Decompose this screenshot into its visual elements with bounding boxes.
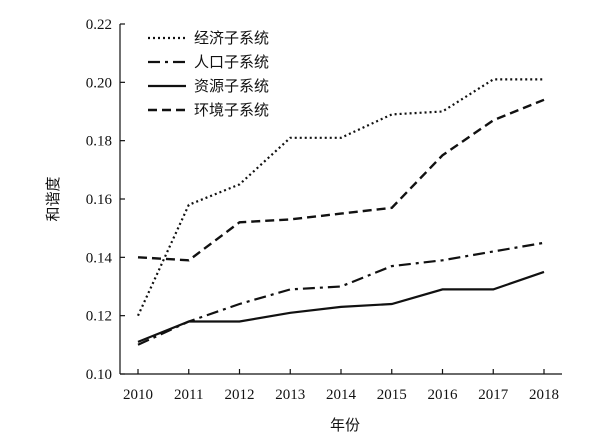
series-lines: [136, 78, 545, 346]
legend-label: 人口子系统: [194, 53, 269, 71]
series-line-2: [137, 241, 545, 346]
x-tick-label: 2015: [377, 387, 407, 403]
series-line-1: [136, 78, 544, 317]
x-tick-label: 2017: [478, 387, 509, 403]
legend-label: 经济子系统: [194, 29, 269, 47]
legend-label: 环境子系统: [194, 101, 269, 119]
y-tick-label: 0.16: [86, 192, 113, 208]
series-line-3: [137, 270, 545, 343]
x-tick-label: 2012: [225, 387, 255, 403]
y-tick-label: 0.12: [86, 309, 112, 325]
y-tick-label: 0.10: [86, 367, 112, 383]
y-axis-label: 和谐度: [44, 176, 62, 221]
x-tick-label: 2018: [529, 387, 559, 403]
legend-label: 资源子系统: [194, 77, 269, 95]
y-tick-label: 0.20: [86, 75, 112, 91]
axes: 0.10 0.12 0.14 0.16 0.18 0.20 0.22 2010 2011 2012…: [86, 17, 562, 403]
x-tick-label: 2010: [123, 387, 153, 403]
x-tick-label: 2013: [275, 387, 305, 403]
x-tick-label: 2014: [326, 387, 357, 403]
x-tick-label: 2016: [428, 387, 459, 403]
y-tick-label: 0.18: [86, 134, 112, 150]
x-axis-label: 年份: [330, 416, 360, 434]
series-line-4: [137, 98, 545, 262]
y-tick-label: 0.14: [86, 250, 113, 266]
y-tick-label: 0.22: [86, 17, 112, 33]
x-tick-label: 2011: [174, 387, 203, 403]
